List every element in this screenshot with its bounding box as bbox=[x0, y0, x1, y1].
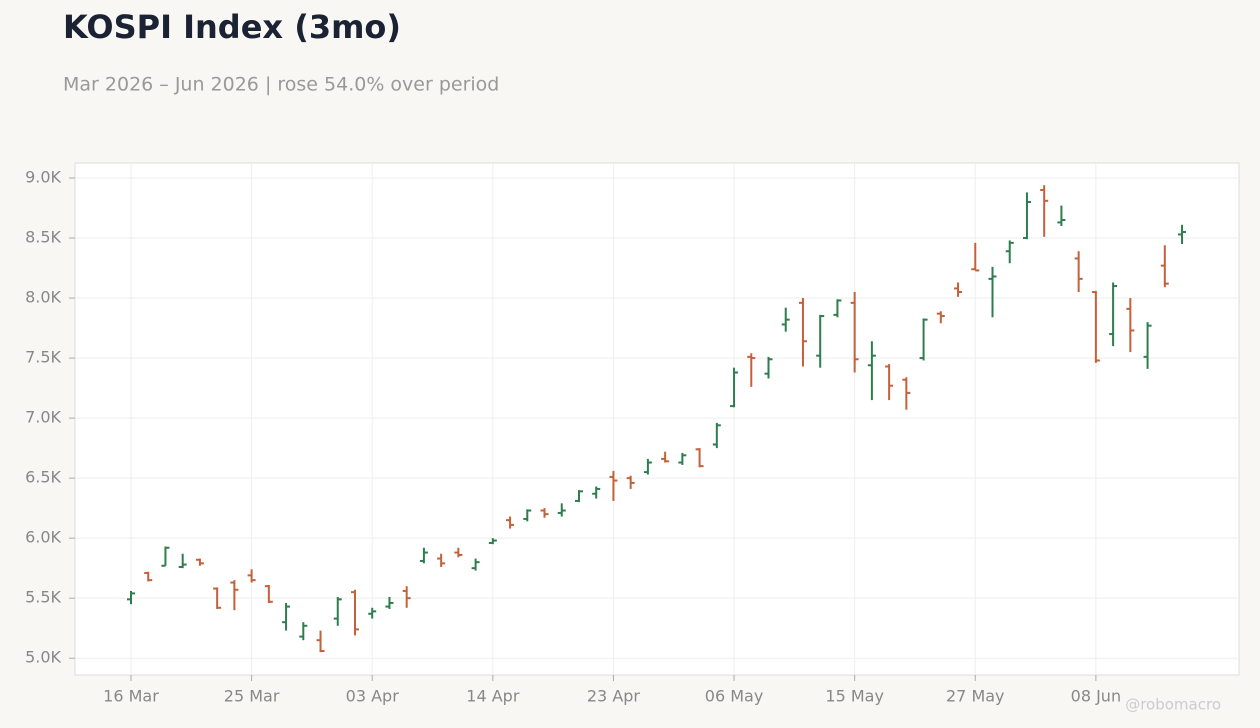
x-tick-label: 23 Apr bbox=[587, 687, 641, 706]
y-tick-label: 6.0K bbox=[25, 528, 61, 547]
x-tick-label: 27 May bbox=[946, 687, 1005, 706]
x-tick-label: 16 Mar bbox=[103, 687, 159, 706]
watermark: @robomacro bbox=[1125, 696, 1221, 714]
x-tick-label: 03 Apr bbox=[346, 687, 400, 706]
y-tick-label: 6.5K bbox=[25, 468, 61, 487]
y-tick-label: 7.0K bbox=[25, 408, 61, 427]
x-tick-label: 06 May bbox=[705, 687, 764, 706]
x-tick-label: 15 May bbox=[825, 687, 884, 706]
y-tick-label: 5.5K bbox=[25, 588, 61, 607]
x-tick-label: 14 Apr bbox=[466, 687, 520, 706]
y-tick-label: 9.0K bbox=[25, 168, 61, 187]
x-tick-label: 08 Jun bbox=[1071, 687, 1121, 706]
x-tick-label: 25 Mar bbox=[224, 687, 280, 706]
y-tick-label: 5.0K bbox=[25, 648, 61, 667]
y-tick-label: 8.0K bbox=[25, 288, 61, 307]
y-tick-label: 8.5K bbox=[25, 228, 61, 247]
chart-subtitle: Mar 2026 – Jun 2026 | rose 54.0% over pe… bbox=[63, 74, 499, 96]
chart-title: KOSPI Index (3mo) bbox=[63, 8, 401, 46]
y-tick-label: 7.5K bbox=[25, 348, 61, 367]
